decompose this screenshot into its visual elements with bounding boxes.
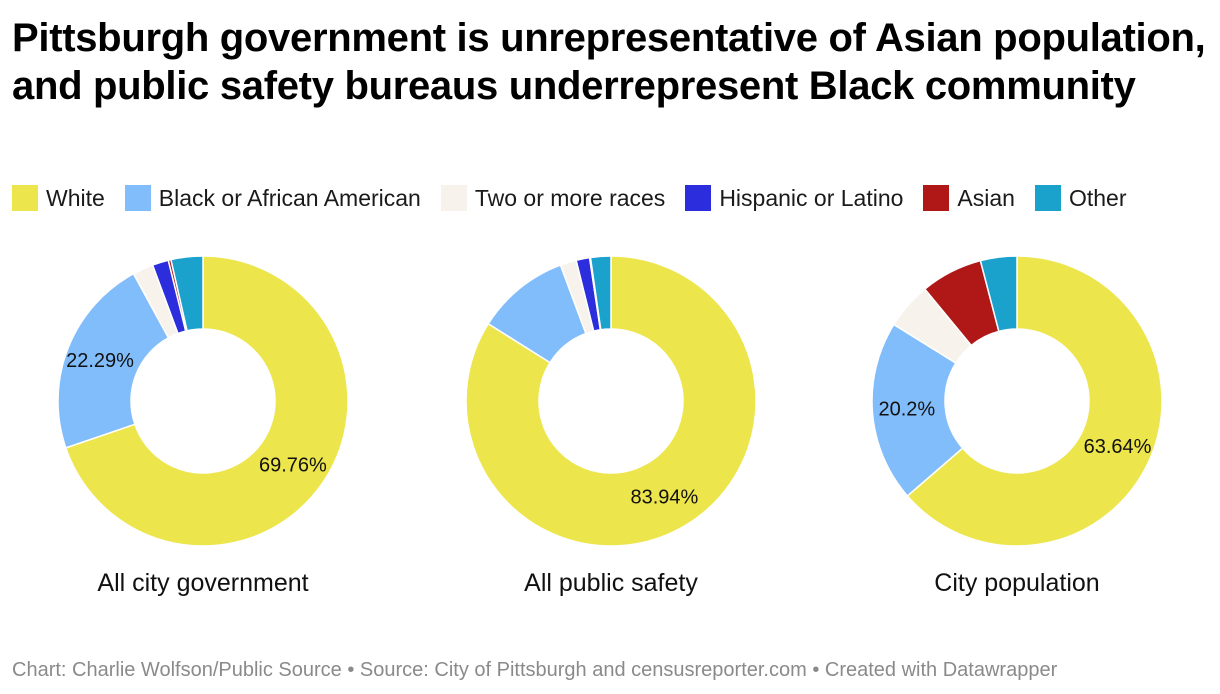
- donut-chart: 63.64% 20.2% City population: [871, 255, 1163, 597]
- slice-label: 69.76%: [259, 454, 327, 476]
- slice-label: 22.29%: [66, 350, 134, 372]
- chart-caption: City population: [934, 569, 1099, 597]
- legend-swatch: [440, 185, 467, 211]
- chart-footer: Chart: Charlie Wolfson/Public Source • S…: [12, 659, 1058, 681]
- legend-swatch: [12, 185, 38, 211]
- donut-slice: [170, 255, 204, 332]
- chart-title: Pittsburgh government is unrepresentativ…: [12, 16, 1206, 108]
- legend-label: Two or more races: [474, 184, 666, 211]
- legend-label: Hispanic or Latino: [719, 184, 904, 211]
- slice-label: 83.94%: [630, 487, 698, 509]
- legend-label: Asian: [957, 184, 1015, 211]
- chart-caption: All city government: [97, 569, 308, 597]
- slice-label: 20.2%: [878, 399, 935, 421]
- legend-item: White: [12, 185, 105, 212]
- donut-slice: [871, 323, 964, 497]
- slice-label: 63.64%: [1084, 436, 1152, 458]
- legend-swatch: [685, 185, 712, 211]
- legend-swatch: [1034, 185, 1061, 211]
- legend-label: White: [46, 184, 105, 211]
- legend-label: Black or African American: [158, 184, 421, 211]
- donut-slice: [979, 255, 1018, 333]
- legend-item: Asian: [923, 185, 1015, 212]
- donut-slice: [465, 255, 757, 547]
- donut-slice: [64, 255, 349, 547]
- legend-label: Other: [1068, 184, 1127, 211]
- legend: White Black or African American Two or mor…: [12, 182, 1147, 214]
- chart-caption: All public safety: [524, 569, 698, 597]
- legend-swatch: [124, 185, 151, 211]
- donut-chart: 83.94% All public safety: [465, 255, 757, 597]
- legend-item: Two or more races: [440, 184, 666, 212]
- donut-slice: [57, 272, 170, 449]
- legend-item: Hispanic or Latino: [685, 185, 903, 212]
- donut-slice: [906, 255, 1163, 547]
- donut-chart: 69.76% 22.29% All city government: [57, 255, 349, 597]
- legend-item: Other: [1034, 184, 1127, 212]
- legend-item: Black or African American: [124, 184, 421, 212]
- donut-slice: [589, 255, 612, 331]
- legend-swatch: [923, 185, 950, 211]
